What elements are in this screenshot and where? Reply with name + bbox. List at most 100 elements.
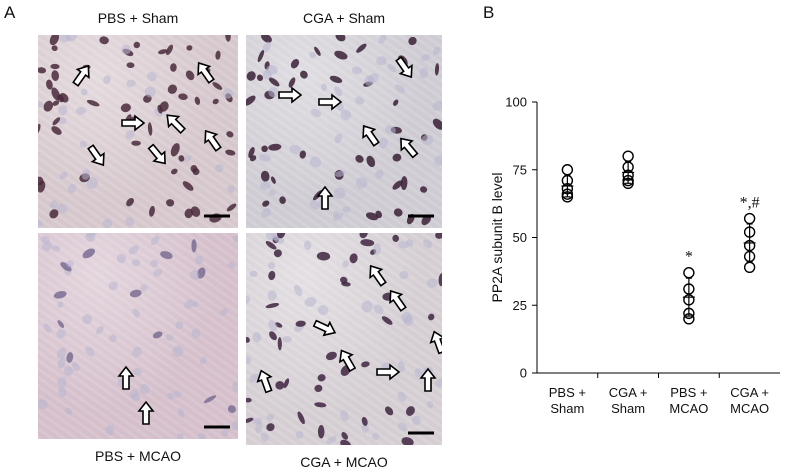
- micrograph-pbs-mcao: [38, 233, 238, 439]
- cell-mark: [170, 63, 177, 72]
- cell-mark: [121, 44, 132, 55]
- cell-mark: [438, 273, 442, 287]
- cell-mark: [185, 70, 195, 81]
- cell-mark: [334, 133, 343, 144]
- cell-mark: [95, 326, 104, 335]
- cell-mark: [273, 249, 282, 258]
- cell-mark: [265, 241, 277, 250]
- micrograph-cga-sham: [246, 35, 442, 228]
- cell-mark: [108, 281, 118, 291]
- cell-mark: [71, 361, 80, 372]
- cell-mark: [81, 168, 91, 180]
- cell-mark: [165, 334, 174, 341]
- cell-mark: [182, 181, 194, 191]
- cell-mark: [397, 360, 405, 373]
- cell-mark: [43, 100, 54, 112]
- cell-mark: [275, 380, 285, 390]
- cell-mark: [373, 304, 384, 315]
- cell-mark: [277, 337, 282, 351]
- cell-mark: [421, 134, 434, 146]
- cell-mark: [59, 171, 68, 180]
- cell-mark: [361, 361, 370, 368]
- cell-mark: [219, 308, 228, 316]
- cell-mark: [397, 391, 407, 402]
- cell-mark: [38, 101, 44, 108]
- cell-mark: [329, 75, 343, 84]
- cell-mark: [334, 50, 348, 60]
- arrow-marker: [121, 114, 146, 132]
- cell-mark: [393, 99, 399, 106]
- cell-mark: [249, 373, 260, 383]
- cell-mark: [261, 208, 272, 218]
- cell-mark: [222, 88, 233, 99]
- cell-mark: [283, 378, 290, 389]
- cell-mark: [304, 297, 317, 307]
- cell-mark: [342, 206, 351, 213]
- data-point: [683, 313, 695, 325]
- cell-mark: [191, 328, 201, 339]
- cell-mark: [297, 411, 305, 425]
- data-point: [743, 261, 756, 274]
- data-point: [743, 212, 756, 225]
- cell-mark: [277, 233, 286, 239]
- cell-mark: [231, 420, 238, 431]
- arrow-marker: [204, 129, 222, 152]
- cell-mark: [310, 108, 322, 118]
- cell-mark: [132, 308, 140, 318]
- cell-mark: [190, 206, 201, 217]
- cell-mark: [190, 270, 200, 280]
- cell-mark: [262, 200, 270, 207]
- cell-mark: [175, 321, 184, 330]
- cell-mark: [341, 281, 351, 287]
- cell-mark: [356, 43, 367, 53]
- arrow-marker: [278, 86, 303, 104]
- cell-mark: [333, 210, 340, 218]
- cell-mark: [150, 235, 160, 246]
- arrow-marker: [312, 319, 337, 337]
- cell-mark: [355, 96, 365, 105]
- cell-mark: [399, 270, 409, 280]
- data-point: [561, 164, 574, 176]
- cell-mark: [326, 435, 337, 445]
- cell-mark: [325, 351, 337, 361]
- cell-mark: [349, 253, 358, 264]
- cell-mark: [422, 239, 433, 249]
- arrow-marker: [147, 143, 166, 165]
- cell-mark: [133, 41, 141, 49]
- cell-mark: [51, 70, 60, 81]
- cell-mark: [194, 255, 204, 265]
- cell-mark: [199, 357, 207, 365]
- cell-mark: [248, 147, 255, 158]
- cell-mark: [435, 233, 442, 239]
- cell-mark: [232, 381, 238, 392]
- cell-mark: [299, 150, 307, 159]
- cell-mark: [256, 74, 264, 82]
- data-point: [561, 183, 574, 195]
- cell-mark: [262, 41, 271, 53]
- cell-mark: [86, 233, 98, 238]
- cell-mark: [165, 44, 174, 55]
- cell-mark: [166, 199, 175, 207]
- cell-mark: [183, 155, 192, 162]
- cell-mark: [66, 260, 74, 268]
- x-category-label: PBS + MCAO: [669, 385, 708, 416]
- cell-mark: [56, 329, 66, 339]
- cell-mark: [260, 432, 269, 442]
- cell-mark: [177, 408, 185, 418]
- cell-mark: [435, 378, 442, 388]
- cell-mark: [214, 164, 224, 173]
- cell-mark: [392, 180, 403, 190]
- arrow-marker: [117, 365, 135, 390]
- cell-mark: [361, 423, 369, 434]
- cell-mark: [178, 155, 185, 162]
- cell-mark: [289, 144, 302, 154]
- cell-mark: [53, 291, 67, 299]
- y-tick-label: 25: [513, 298, 527, 313]
- cell-mark: [38, 123, 41, 135]
- cell-mark: [317, 425, 325, 439]
- x-category-label: CGA + MCAO: [730, 385, 769, 416]
- cell-mark: [360, 239, 375, 247]
- cell-mark: [125, 217, 135, 226]
- cell-mark: [133, 367, 142, 376]
- arrow-marker: [318, 93, 343, 111]
